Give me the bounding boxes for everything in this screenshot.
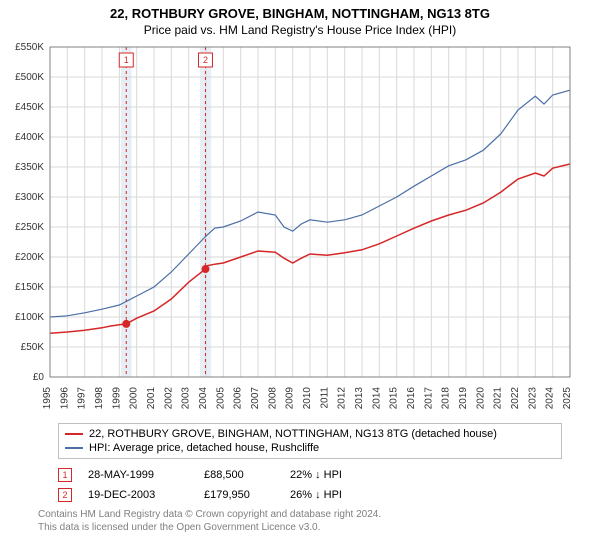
svg-text:£450K: £450K [15, 102, 44, 113]
svg-text:2007: 2007 [250, 387, 261, 410]
svg-text:1: 1 [124, 55, 129, 65]
marker-id-box: 1 [58, 468, 72, 482]
footer-line-1: Contains HM Land Registry data © Crown c… [38, 509, 562, 522]
svg-text:£500K: £500K [15, 72, 44, 83]
svg-text:2003: 2003 [181, 387, 192, 410]
legend-swatch [65, 447, 83, 449]
svg-text:2006: 2006 [233, 387, 244, 410]
svg-text:1999: 1999 [111, 387, 122, 410]
marker-delta: 26% ↓ HPI [290, 489, 380, 501]
footer: Contains HM Land Registry data © Crown c… [38, 509, 562, 534]
marker-id-box: 2 [58, 488, 72, 502]
svg-text:1997: 1997 [77, 387, 88, 410]
svg-text:2017: 2017 [423, 387, 434, 410]
svg-text:£100K: £100K [15, 312, 44, 323]
marker-price: £179,950 [204, 489, 274, 501]
svg-text:2004: 2004 [198, 387, 209, 410]
marker-delta: 22% ↓ HPI [290, 469, 380, 481]
marker-date: 28-MAY-1999 [88, 469, 188, 481]
svg-text:£150K: £150K [15, 282, 44, 293]
svg-text:2016: 2016 [406, 387, 417, 410]
svg-text:£250K: £250K [15, 222, 44, 233]
svg-text:2015: 2015 [389, 387, 400, 410]
svg-text:£0: £0 [33, 372, 45, 383]
svg-text:£50K: £50K [21, 342, 45, 353]
svg-text:£200K: £200K [15, 252, 44, 263]
svg-text:2021: 2021 [493, 387, 504, 410]
svg-text:2: 2 [203, 55, 208, 65]
svg-text:2001: 2001 [146, 387, 157, 410]
svg-text:2009: 2009 [285, 387, 296, 410]
svg-text:2012: 2012 [337, 387, 348, 410]
legend-entry: HPI: Average price, detached house, Rush… [65, 441, 555, 455]
svg-text:2005: 2005 [215, 387, 226, 410]
svg-text:2022: 2022 [510, 387, 521, 410]
svg-text:2011: 2011 [319, 387, 330, 409]
svg-text:2019: 2019 [458, 387, 469, 410]
svg-text:1995: 1995 [42, 387, 53, 410]
footer-line-2: This data is licensed under the Open Gov… [38, 522, 562, 535]
svg-text:2010: 2010 [302, 387, 313, 410]
svg-text:1998: 1998 [94, 387, 105, 410]
chart-title: 22, ROTHBURY GROVE, BINGHAM, NOTTINGHAM,… [0, 0, 600, 21]
legend-label: HPI: Average price, detached house, Rush… [89, 442, 319, 454]
legend-swatch [65, 433, 83, 435]
chart-area: £0 £50K £100K £150K £200K £250K £300K £350K £400… [0, 41, 600, 421]
svg-text:2013: 2013 [354, 387, 365, 410]
marker-price: £88,500 [204, 469, 274, 481]
svg-text:2008: 2008 [267, 387, 278, 410]
svg-text:£400K: £400K [15, 132, 44, 143]
svg-text:1996: 1996 [59, 387, 70, 410]
svg-text:2000: 2000 [129, 387, 140, 410]
chart-svg: £0 £50K £100K £150K £200K £250K £300K £350K £400… [0, 41, 600, 421]
marker-row: 1 28-MAY-1999 £88,500 22% ↓ HPI [58, 465, 562, 485]
svg-text:2014: 2014 [371, 387, 382, 410]
marker-table: 1 28-MAY-1999 £88,500 22% ↓ HPI 2 19-DEC-2003… [58, 465, 562, 505]
svg-text:£550K: £550K [15, 42, 44, 53]
svg-text:2002: 2002 [163, 387, 174, 410]
legend-entry: 22, ROTHBURY GROVE, BINGHAM, NOTTINGHAM,… [65, 427, 555, 441]
svg-text:2024: 2024 [545, 387, 556, 410]
legend-label: 22, ROTHBURY GROVE, BINGHAM, NOTTINGHAM,… [89, 428, 497, 440]
svg-text:£300K: £300K [15, 192, 44, 203]
svg-text:2025: 2025 [562, 387, 573, 410]
svg-text:2023: 2023 [527, 387, 538, 410]
svg-text:£350K: £350K [15, 162, 44, 173]
chart-subtitle: Price paid vs. HM Land Registry's House … [0, 21, 600, 41]
legend: 22, ROTHBURY GROVE, BINGHAM, NOTTINGHAM,… [58, 423, 562, 459]
marker-row: 2 19-DEC-2003 £179,950 26% ↓ HPI [58, 485, 562, 505]
svg-text:2020: 2020 [475, 387, 486, 410]
marker-date: 19-DEC-2003 [88, 489, 188, 501]
svg-text:2018: 2018 [441, 387, 452, 410]
